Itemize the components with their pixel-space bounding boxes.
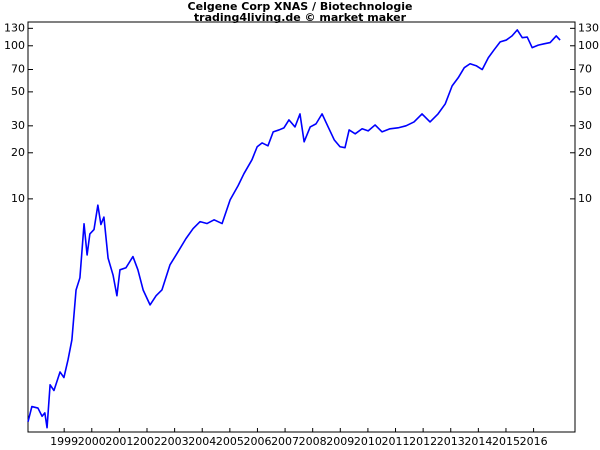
y-tick-label: 20 [11,146,25,159]
y-tick-label: 130 [4,21,25,34]
x-tick-label: 2013 [437,435,465,448]
x-tick-label: 2005 [216,435,244,448]
x-tick-label: 2016 [520,435,548,448]
x-tick-label: 2011 [382,435,410,448]
price-line [27,29,561,429]
y2-tick-label: 10 [578,192,592,205]
x-tick-label: 2015 [492,435,520,448]
x-tick-label: 2012 [409,435,437,448]
y-tick-label: 10 [11,192,25,205]
x-tick-label: 2001 [105,435,133,448]
y2-tick-label: 130 [578,21,599,34]
x-tick-label: 1999 [50,435,78,448]
y-tick-label: 50 [11,85,25,98]
plot-frame [27,21,576,433]
x-tick-label: 2008 [299,435,327,448]
y2-tick-label: 100 [578,39,599,52]
y2-tick-label: 20 [578,146,592,159]
x-tick-label: 2006 [243,435,271,448]
x-tick-label: 2002 [133,435,161,448]
x-tick-label: 2009 [326,435,354,448]
chart-subtitle: trading4living.de © market maker [194,11,407,24]
x-tick-label: 2007 [271,435,299,448]
y2-tick-label: 50 [578,85,592,98]
y-tick-label: 70 [11,62,25,75]
y2-tick-label: 30 [578,119,592,132]
y-tick-label: 100 [4,39,25,52]
x-tick-label: 2004 [188,435,216,448]
x-tick-label: 2010 [354,435,382,448]
x-tick-label: 2000 [78,435,106,448]
x-tick-label: 2014 [464,435,492,448]
y-tick-label: 30 [11,119,25,132]
y2-tick-label: 70 [578,62,592,75]
x-tick-label: 2003 [161,435,189,448]
chart-title: Celgene Corp XNAS / Biotechnologie [188,0,413,13]
